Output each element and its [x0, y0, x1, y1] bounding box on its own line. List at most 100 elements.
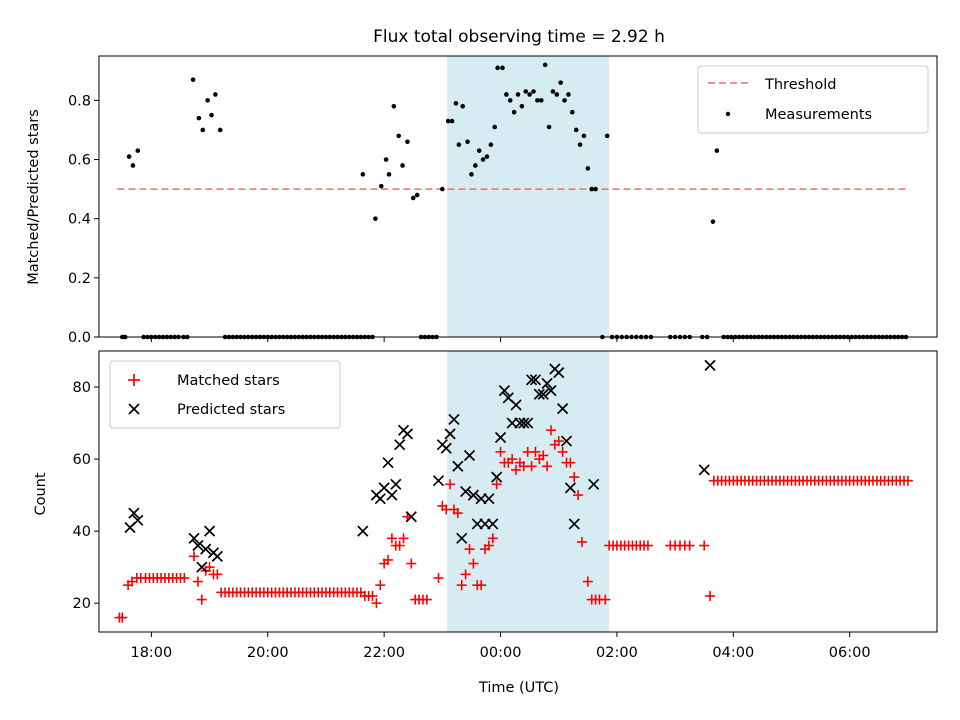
matched-star-point: [406, 558, 417, 569]
measurement-point: [476, 148, 482, 153]
measurement-point: [507, 98, 513, 103]
matched-star-point: [642, 540, 653, 551]
predicted-star-point: [557, 403, 569, 415]
predicted-star-point: [560, 435, 573, 447]
measurement-point: [495, 65, 500, 71]
matched-star-point: [371, 598, 382, 609]
legend-measurements-label: Measurements: [765, 107, 872, 123]
bottom-shaded-interval: [447, 351, 610, 632]
predicted-star-point: [467, 489, 479, 501]
predicted-star-point: [483, 493, 495, 505]
measurement-point: [213, 92, 218, 97]
measurement-point: [484, 154, 490, 159]
top-y-axis-label: Matched/Predicted stars: [26, 109, 42, 285]
matched-star-point: [684, 540, 695, 551]
x-tick-label: 20:00: [247, 645, 289, 661]
matched-star-point: [192, 576, 203, 587]
matched-star-point: [705, 590, 716, 601]
predicted-star-point: [196, 561, 208, 573]
measurement-point: [519, 103, 525, 109]
matched-star-point: [433, 572, 444, 583]
y-tick-label: 80: [73, 380, 91, 396]
measurement-point: [531, 89, 536, 94]
predicted-star-point: [498, 385, 511, 397]
predicted-star-point: [510, 399, 522, 411]
measurement-point: [562, 98, 567, 103]
measurement-point: [135, 148, 141, 153]
predicted-star-point: [568, 518, 580, 530]
predicted-star-point: [494, 431, 507, 444]
measurement-point: [405, 139, 410, 145]
predicted-star-point: [203, 525, 216, 537]
predicted-star-point: [533, 388, 545, 400]
x-tick-label: 18:00: [130, 645, 172, 661]
measurement-point: [573, 127, 579, 133]
legend-predicted-swatch: [128, 403, 140, 415]
measurement-point: [710, 219, 716, 224]
legend-measurements-swatch: [725, 111, 731, 117]
measurement-point: [585, 166, 591, 171]
predicted-star-point: [448, 413, 460, 426]
matched-star-point: [367, 590, 378, 601]
predicted-star-point: [518, 417, 530, 429]
matched-star-point: [565, 457, 576, 468]
predicted-star-point: [200, 543, 212, 555]
measurement-point: [558, 80, 563, 85]
measurement-point: [391, 103, 397, 109]
measurement-point: [714, 148, 720, 153]
predicted-star-point: [132, 514, 144, 526]
measurement-point: [492, 124, 498, 130]
matched-star-point: [577, 536, 588, 547]
top-shaded-interval: [447, 56, 610, 337]
y-tick-label: 60: [73, 452, 91, 468]
measurement-point: [209, 112, 214, 118]
top-y-axis: 0.0 0.2 0.4 0.6 0.8: [68, 93, 99, 346]
x-tick-label: 22:00: [363, 645, 405, 661]
matched-stars-points: [114, 425, 913, 623]
bottom-y-axis-label: Count: [33, 472, 49, 515]
measurement-point: [360, 172, 366, 177]
predicted-star-point: [405, 511, 417, 523]
legend-threshold-label: Threshold: [764, 77, 836, 93]
matched-star-point: [456, 580, 467, 591]
measurement-point: [504, 92, 509, 97]
y-tick-label: 0.0: [68, 330, 91, 346]
measurement-point: [527, 92, 532, 97]
matched-star-point: [573, 490, 584, 501]
matched-star-point: [538, 450, 549, 461]
measurement-point: [589, 186, 595, 192]
predicted-star-point: [529, 374, 542, 386]
predicted-star-point: [357, 525, 369, 537]
matched-star-point: [117, 612, 128, 623]
measurement-point: [581, 133, 587, 139]
matched-star-point: [569, 472, 580, 483]
bottom-x-axis: 18:00 20:00 22:00 00:00 02:00 04:00 06:00: [130, 632, 871, 661]
measurement-point: [445, 118, 451, 124]
top-x-ticks: [150, 337, 851, 342]
measurement-point: [378, 183, 384, 189]
measurement-point: [400, 163, 405, 168]
measurement-point: [386, 172, 392, 177]
measurement-point: [480, 157, 486, 162]
predicted-star-point: [401, 428, 414, 440]
matched-star-point: [495, 446, 506, 457]
measurement-point: [511, 109, 517, 115]
legend-predicted-label: Predicted stars: [177, 402, 285, 418]
top-panel: 0.00.20.40.60.8 Matched/Predicted stars …: [26, 55, 938, 346]
predicted-star-point: [487, 518, 499, 530]
x-tick-label: 06:00: [829, 645, 871, 661]
measurement-point: [383, 157, 389, 162]
predicted-star-point: [432, 475, 445, 487]
predicted-star-point: [440, 442, 452, 454]
matched-star-point: [460, 569, 471, 580]
legend-matched-label: Matched stars: [177, 373, 280, 389]
measurement-point: [373, 216, 378, 221]
predicted-star-point: [545, 385, 557, 397]
matched-star-point: [394, 540, 405, 551]
x-tick-label: 02:00: [596, 645, 638, 661]
matched-star-point: [582, 576, 593, 587]
predicted-star-point: [698, 464, 710, 476]
matched-star-point: [545, 425, 556, 436]
top-legend: Threshold Measurements: [697, 65, 929, 134]
